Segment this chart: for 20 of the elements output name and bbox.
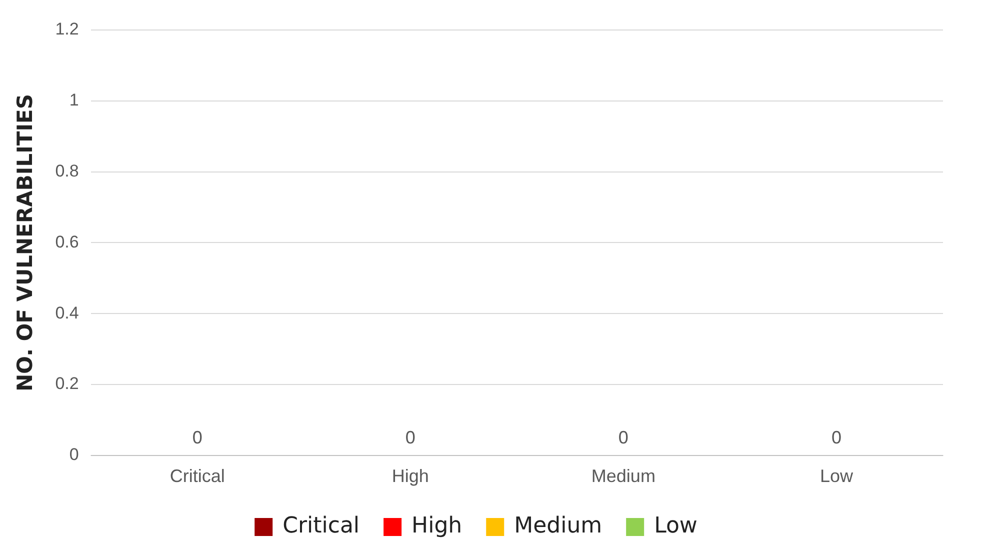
y-axis-title: NO. OF VULNERABILITIES — [13, 94, 38, 392]
legend-label: Critical — [282, 514, 360, 539]
x-tick-label: Critical — [170, 466, 225, 486]
legend-label: Medium — [514, 514, 602, 539]
y-tick-label: 0 — [69, 445, 79, 464]
legend-label: High — [412, 514, 462, 539]
data-label: 0 — [405, 427, 416, 448]
y-tick-label: 0.4 — [55, 303, 79, 322]
y-tick-label: 0.8 — [55, 161, 79, 180]
legend-label: Low — [654, 514, 698, 539]
y-tick-label: 0.6 — [55, 232, 79, 252]
y-tick-label: 1.2 — [55, 20, 79, 39]
x-tick-label: High — [392, 466, 429, 486]
data-label: 0 — [831, 427, 842, 448]
x-tick-label: Medium — [591, 466, 656, 486]
data-label: 0 — [192, 427, 202, 448]
x-tick-label: Low — [820, 466, 854, 486]
y-tick-label: 0.2 — [55, 374, 79, 394]
y-tick-label: 1 — [69, 90, 79, 110]
data-label: 0 — [618, 427, 628, 448]
